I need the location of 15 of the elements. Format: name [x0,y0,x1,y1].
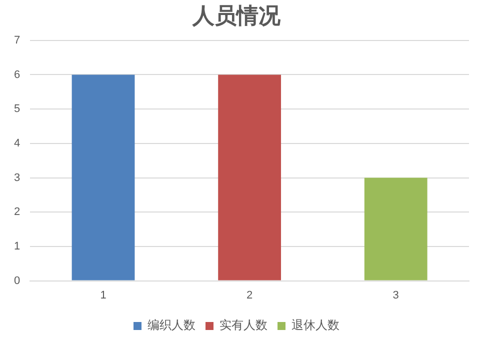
x-tick-label: 3 [392,289,399,302]
chart-title: 人员情况 [192,2,282,29]
x-tick-label: 2 [246,289,253,302]
legend-label: 编织人数 [148,318,196,332]
y-tick-label: 3 [14,172,20,184]
y-tick-label: 0 [14,274,20,287]
x-tick-label: 1 [100,289,106,302]
y-tick-label: 6 [14,68,20,81]
y-tick-label: 2 [14,206,20,218]
legend-label: 退休人数 [292,318,340,332]
y-tick-label: 4 [14,137,20,150]
y-tick-label: 1 [14,240,20,252]
legend-label: 实有人数 [220,318,268,332]
y-tick-label: 7 [14,34,20,46]
y-tick-label: 5 [14,103,20,116]
